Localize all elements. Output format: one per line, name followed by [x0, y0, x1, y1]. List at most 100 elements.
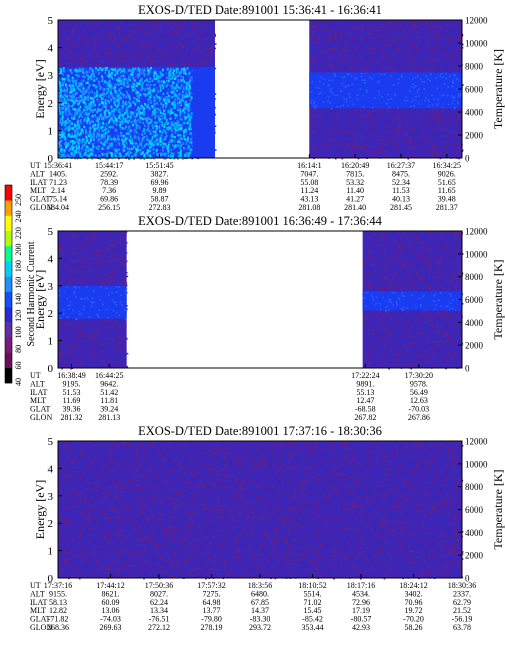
noise-pixel: [99, 40, 101, 43]
energy-pixel: [80, 80, 82, 83]
noise-pixel: [422, 111, 424, 114]
noise-pixel: [204, 22, 206, 24]
energy-pixel: [129, 139, 131, 143]
energy-pixel: [86, 137, 88, 141]
energy-pixel: [137, 136, 140, 139]
noise-pixel: [93, 41, 95, 43]
energy-pixel: [59, 136, 62, 140]
energy-pixel: [68, 84, 71, 87]
energy-pixel: [104, 71, 107, 74]
energy-pixel: [78, 145, 80, 148]
energy-pixel: [77, 129, 80, 132]
noise-pixel: [415, 65, 417, 68]
energy-pixel: [68, 81, 71, 85]
energy-pixel: [112, 85, 114, 88]
noise-pixel: [72, 45, 74, 47]
energy-pixel: [84, 148, 87, 152]
noise-pixel: [317, 21, 320, 23]
noise-pixel: [445, 58, 448, 60]
noise-pixel: [128, 57, 131, 59]
noise-pixel: [196, 28, 199, 31]
noise-pixel: [417, 112, 419, 115]
energy-pixel: [145, 71, 148, 74]
energy-pixel: [184, 127, 187, 130]
noise-pixel: [350, 114, 353, 116]
noise-pixel: [449, 118, 452, 120]
energy-pixel: [64, 86, 66, 90]
noise-pixel: [376, 29, 378, 32]
noise-pixel: [102, 46, 105, 49]
energy-pixel: [90, 136, 93, 139]
energy-pixel: [101, 101, 103, 104]
energy-pixel: [103, 137, 106, 140]
energy-pixel: [139, 120, 142, 124]
noise-pixel: [153, 29, 156, 31]
energy-pixel: [148, 117, 151, 120]
noise-pixel: [330, 55, 333, 58]
energy-pixel: [174, 75, 177, 79]
noise-pixel: [193, 29, 195, 32]
energy-pixel: [73, 129, 76, 132]
energy-pixel: [117, 152, 120, 155]
energy-pixel: [136, 149, 139, 152]
noise-pixel: [362, 139, 365, 142]
energy-pixel: [120, 75, 122, 78]
noise-pixel: [351, 132, 354, 134]
noise-pixel: [109, 37, 111, 40]
energy-pixel: [107, 122, 110, 125]
noise-pixel: [398, 60, 401, 63]
noise-pixel: [396, 41, 398, 44]
energy-pixel: [128, 74, 131, 77]
noise-pixel: [456, 131, 459, 134]
noise-pixel: [211, 24, 213, 26]
energy-pixel: [60, 142, 63, 145]
noise-pixel: [433, 119, 436, 121]
noise-pixel: [110, 56, 113, 58]
energy-pixel: [127, 105, 130, 108]
noise-pixel: [99, 32, 101, 34]
energy-pixel: [182, 129, 185, 133]
energy-pixel: [162, 92, 165, 96]
noise-pixel: [311, 129, 314, 131]
noise-pixel: [79, 24, 82, 26]
energy-pixel: [189, 79, 191, 82]
noise-pixel: [75, 54, 78, 57]
energy-pixel: [58, 95, 60, 98]
energy-pixel: [171, 102, 174, 105]
energy-pixel: [63, 77, 66, 81]
energy-pixel: [89, 148, 92, 151]
energy-pixel: [126, 115, 129, 118]
noise-pixel: [417, 144, 420, 146]
energy-pixel: [108, 84, 111, 88]
energy-pixel: [154, 71, 157, 74]
energy-pixel: [69, 109, 72, 113]
energy-pixel: [187, 137, 189, 140]
energy-pixel: [58, 128, 61, 131]
energy-pixel: [181, 68, 183, 71]
energy-pixel: [143, 139, 146, 142]
noise-pixel: [380, 46, 383, 48]
energy-pixel: [171, 84, 173, 87]
energy-pixel: [78, 108, 81, 111]
energy-pixel: [76, 135, 78, 138]
energy-pixel: [87, 117, 90, 120]
noise-pixel: [106, 53, 108, 55]
noise-pixel: [331, 64, 333, 66]
energy-pixel: [167, 144, 170, 147]
noise-pixel: [373, 121, 375, 123]
energy-pixel: [109, 81, 111, 84]
energy-pixel: [179, 134, 182, 137]
energy-pixel: [67, 117, 69, 121]
noise-pixel: [157, 34, 160, 37]
noise-pixel: [77, 37, 79, 39]
energy-pixel: [61, 111, 64, 114]
noise-pixel: [406, 42, 408, 45]
energy-pixel: [147, 117, 149, 120]
energy-pixel: [93, 138, 95, 142]
noise-pixel: [414, 66, 416, 68]
noise-pixel: [369, 55, 372, 57]
energy-pixel: [127, 83, 130, 87]
noise-pixel: [324, 43, 326, 45]
energy-pixel: [147, 143, 150, 146]
noise-pixel: [396, 70, 399, 73]
